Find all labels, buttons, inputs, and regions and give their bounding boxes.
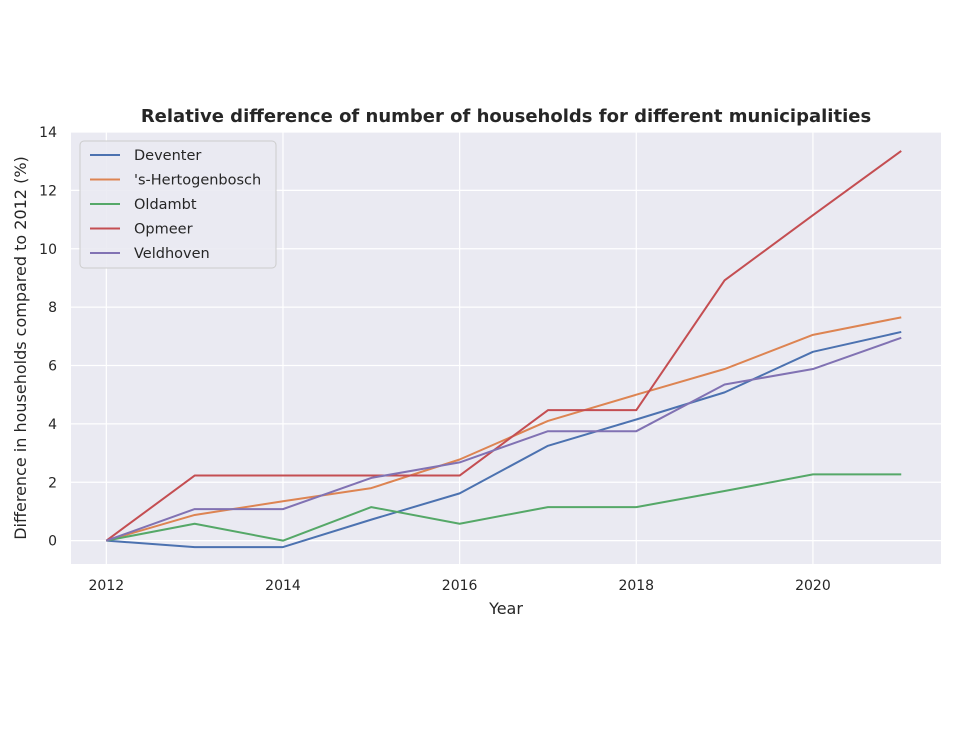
x-tick-label: 2016 xyxy=(442,578,478,594)
y-tick-labels: 0 2 4 6 8 10 12 14 xyxy=(39,125,57,550)
grid-lines xyxy=(71,131,941,564)
y-tick-label: 2 xyxy=(48,475,57,491)
x-tick-label: 2020 xyxy=(795,578,831,594)
legend-label: Oldambt xyxy=(134,197,197,213)
x-tick-labels: 2012 2014 2016 2018 2020 xyxy=(89,578,831,594)
x-tick-label: 2018 xyxy=(618,578,654,594)
series-line-s-hertogenbosch xyxy=(106,316,902,542)
y-tick-label: 0 xyxy=(48,534,57,550)
y-tick-label: 12 xyxy=(39,183,57,199)
y-axis-title: Difference in households compared to 201… xyxy=(11,156,30,540)
x-axis-title: Year xyxy=(488,599,523,618)
legend-box xyxy=(79,140,277,269)
x-tick-label: 2012 xyxy=(89,578,125,594)
series-line-opmeer xyxy=(105,150,902,542)
legend: Deventer 's-Hertogenbosch Oldambt Opmeer Vel… xyxy=(79,140,277,269)
legend-label: Opmeer xyxy=(134,222,193,238)
legend-label: Deventer xyxy=(134,148,201,164)
x-tick-label: 2014 xyxy=(265,578,301,594)
series-line-oldambt xyxy=(106,473,902,542)
chart-title: Relative difference of number of househo… xyxy=(141,106,871,127)
series-line-deventer xyxy=(106,330,902,549)
legend-label: 's-Hertogenbosch xyxy=(134,173,261,189)
legend-label: Veldhoven xyxy=(134,246,210,262)
y-tick-label: 10 xyxy=(39,242,57,258)
y-tick-label: 6 xyxy=(48,359,57,375)
series-lines xyxy=(105,150,902,549)
y-tick-label: 14 xyxy=(39,125,57,141)
y-tick-label: 8 xyxy=(48,300,57,316)
series-line-veldhoven xyxy=(105,336,902,542)
y-tick-label: 4 xyxy=(48,417,57,433)
